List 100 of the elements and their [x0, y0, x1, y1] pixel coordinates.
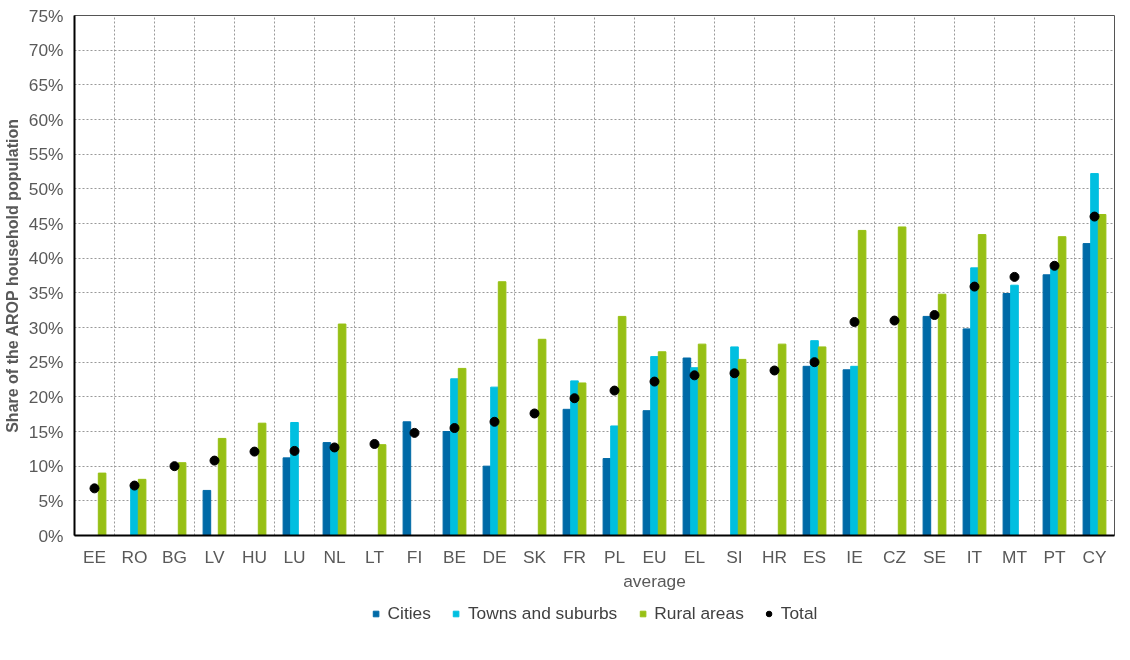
point	[569, 393, 580, 404]
point	[809, 357, 820, 368]
bar	[657, 351, 667, 536]
point	[369, 438, 380, 449]
bar	[682, 357, 692, 536]
bar	[377, 444, 387, 536]
bar	[617, 315, 627, 536]
bar	[802, 365, 812, 536]
x-tick-label: IE	[846, 546, 863, 567]
x-tick-label: PL	[603, 546, 626, 567]
bar	[962, 328, 972, 536]
point	[129, 480, 140, 491]
x-tick-label: SE	[922, 546, 947, 567]
y-tick-label: 45%	[28, 213, 64, 234]
point	[1009, 271, 1020, 282]
bar	[737, 358, 747, 536]
point	[969, 281, 980, 292]
point	[289, 445, 300, 456]
point	[769, 365, 780, 376]
point	[889, 315, 900, 326]
bar	[842, 369, 852, 536]
x-tick-label: LU	[283, 546, 306, 567]
bar	[202, 489, 212, 536]
y-tick-label: 35%	[28, 282, 64, 303]
bar	[897, 226, 907, 536]
y-tick-label: 65%	[28, 74, 64, 95]
x-tick-label: LT	[365, 546, 385, 567]
legend-label: Towns and suburbs	[467, 602, 618, 624]
y-tick-label: 30%	[28, 317, 64, 338]
y-tick-label: 55%	[28, 144, 64, 165]
bar	[1010, 284, 1019, 536]
point	[689, 370, 700, 381]
bar	[257, 422, 267, 536]
bar	[970, 267, 979, 536]
bar	[817, 346, 827, 536]
bar	[1050, 267, 1059, 536]
bar	[457, 367, 467, 536]
legend-label: Total	[780, 602, 818, 624]
point	[609, 385, 620, 396]
point	[209, 455, 220, 466]
x-tick-label: CY	[1082, 546, 1107, 567]
point	[89, 483, 100, 494]
bar	[217, 437, 227, 536]
bar	[442, 431, 452, 536]
bar	[577, 382, 587, 536]
x-tick-label: PT	[1043, 546, 1066, 567]
point	[729, 368, 740, 379]
bar	[137, 478, 147, 536]
y-tick-label: 10%	[28, 456, 64, 477]
x-tick-label: HU	[241, 546, 268, 567]
y-tick-label: 25%	[28, 352, 64, 373]
bar	[1082, 243, 1092, 536]
bar	[97, 472, 107, 536]
bar	[922, 315, 932, 536]
bar	[290, 421, 299, 536]
point	[409, 427, 420, 438]
y-tick-label: 75%	[28, 5, 64, 26]
bar	[602, 458, 612, 536]
x-tick-label: FI	[406, 546, 423, 567]
legend-label: Rural areas	[654, 602, 744, 624]
y-tick-label: 60%	[28, 109, 64, 130]
point	[1049, 260, 1060, 271]
x-tick-label: EL	[683, 546, 706, 567]
x-tick-label: FR	[562, 546, 587, 567]
bar	[562, 408, 572, 536]
point	[849, 316, 860, 327]
y-tick-label: 0%	[38, 525, 64, 546]
bar	[857, 229, 867, 536]
x-tick-label: CZ	[882, 546, 907, 567]
x-tick-label: ES	[802, 546, 827, 567]
y-tick-label: 40%	[28, 248, 64, 269]
bar	[697, 343, 707, 536]
legend-label: Cities	[387, 602, 431, 624]
bar	[1090, 173, 1099, 536]
x-tick-label: HR	[761, 546, 788, 567]
y-tick-label: 15%	[28, 421, 64, 442]
bar	[1002, 293, 1012, 536]
bar	[537, 338, 547, 536]
bar	[1042, 274, 1052, 536]
point	[329, 442, 340, 453]
x-tick-label: IT	[966, 546, 983, 567]
bar	[1057, 236, 1067, 536]
x-tick-label: NL	[323, 546, 346, 567]
bar	[177, 462, 187, 536]
bar	[777, 343, 787, 536]
point	[249, 446, 260, 457]
point	[649, 376, 660, 387]
x-tick-label: LV	[204, 546, 225, 567]
x-tick-label: DE	[482, 546, 507, 567]
point	[489, 416, 500, 427]
bar	[337, 323, 347, 536]
point	[449, 423, 460, 434]
bar	[642, 410, 652, 536]
point	[529, 408, 540, 419]
bar	[850, 365, 859, 536]
y-axis-title: Share of the AROP household population	[3, 119, 21, 433]
x-tick-label: SK	[522, 546, 547, 567]
x-tick-label: MT	[1001, 546, 1028, 567]
bar	[977, 234, 987, 536]
x-tick-label: RO	[121, 546, 148, 567]
